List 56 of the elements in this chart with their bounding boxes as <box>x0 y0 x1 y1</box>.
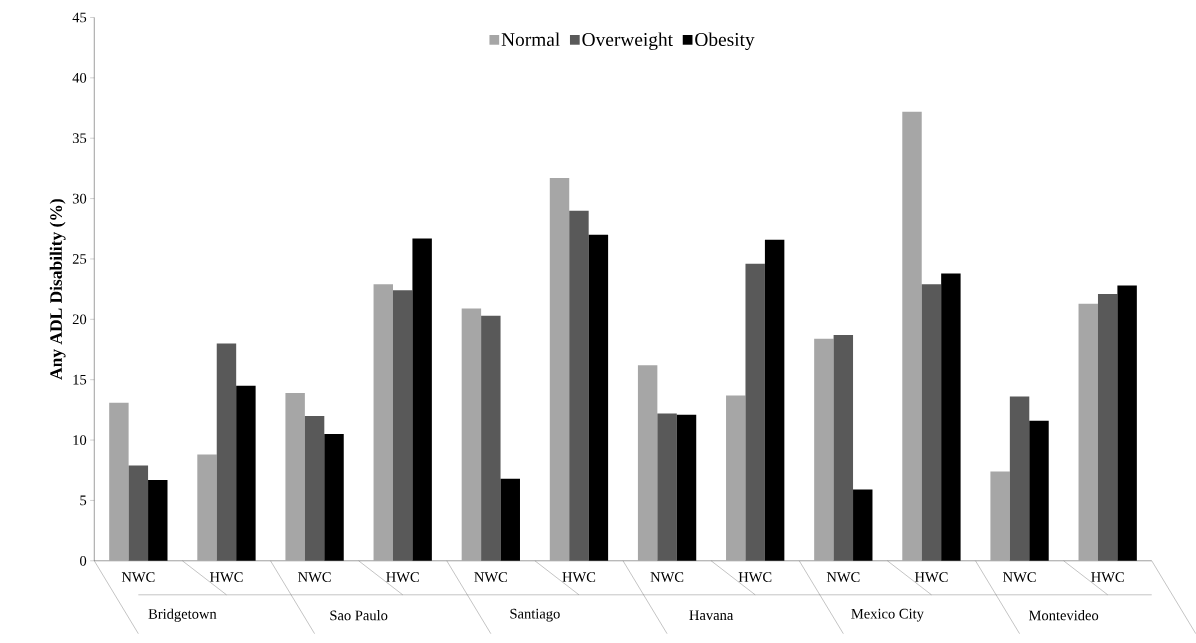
x-tick-label: HWC <box>209 572 243 582</box>
y-tick-label: 45 <box>72 12 87 23</box>
bar <box>745 263 765 561</box>
y-tick-label: 15 <box>73 374 87 385</box>
bar <box>637 365 658 561</box>
y-tick-label: 10 <box>73 434 87 445</box>
y-axis-title: Any ADL Disability (%) <box>49 198 66 380</box>
x-tick-label: HWC <box>1091 572 1124 582</box>
x-tick-label: HWC <box>562 572 596 582</box>
x-tick-label: NWC <box>650 572 684 582</box>
bar <box>1009 396 1030 561</box>
bar <box>726 395 746 561</box>
bar <box>461 308 482 561</box>
legend-label: Normal <box>501 32 560 46</box>
bar <box>657 413 677 561</box>
bar <box>197 454 217 561</box>
text: Bridgetown <box>148 608 217 622</box>
bar <box>549 177 570 561</box>
text: Havana <box>689 610 734 620</box>
bar <box>285 392 305 561</box>
y-tick-label: 20 <box>72 314 87 325</box>
x-tick-label: HWC <box>914 572 948 582</box>
bar <box>109 402 129 561</box>
text: Sao Paulo <box>330 609 388 621</box>
y-tick-label: 35 <box>72 133 87 143</box>
bar <box>1078 303 1098 561</box>
bar <box>569 210 589 561</box>
x-tick-label: HWC <box>386 572 419 582</box>
x-tick-label: NWC <box>474 572 507 582</box>
bar <box>902 111 922 561</box>
y-tick-label: 25 <box>72 253 87 264</box>
bar <box>990 471 1010 561</box>
text: Mexico City <box>851 608 924 622</box>
bar <box>814 338 834 561</box>
bar <box>833 334 854 561</box>
x-tick-label: NWC <box>1003 572 1036 582</box>
bar <box>128 465 149 561</box>
bar <box>392 290 413 561</box>
bar <box>304 415 325 561</box>
y-tick-label: 30 <box>72 193 87 204</box>
bar <box>216 343 237 561</box>
bar <box>921 284 942 561</box>
y-tick-label: 5 <box>80 495 87 506</box>
y-tick-label: 0 <box>80 555 87 566</box>
legend-label: Obesity <box>695 32 755 50</box>
x-tick-label: NWC <box>826 572 860 582</box>
x-tick-label: NWC <box>298 572 331 582</box>
bar <box>373 284 393 561</box>
bar <box>1097 293 1118 561</box>
x-tick-label: HWC <box>738 572 772 582</box>
bar <box>481 315 501 561</box>
text: Santiago <box>510 608 560 622</box>
x-tick-label: NWC <box>121 572 155 582</box>
text: Montevideo <box>1028 609 1099 621</box>
legend-label: Overweight <box>582 32 673 50</box>
y-tick-label: 40 <box>72 72 87 83</box>
